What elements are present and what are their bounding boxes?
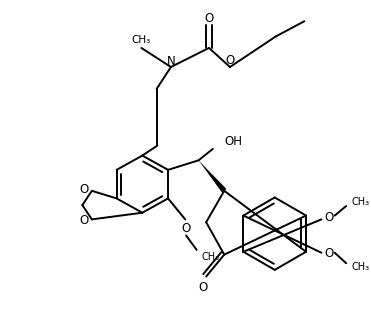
Text: O: O [181,222,191,235]
Text: O: O [80,214,89,227]
Text: O: O [324,211,334,224]
Text: O: O [198,282,208,295]
Text: CH₃: CH₃ [352,262,370,272]
Text: N: N [167,55,175,68]
Text: O: O [80,183,89,196]
Text: CH₃: CH₃ [201,253,220,263]
Text: CH₃: CH₃ [132,35,151,45]
Text: CH₃: CH₃ [352,197,370,207]
Text: O: O [204,12,214,25]
Text: O: O [324,247,334,260]
Text: OH: OH [225,135,243,148]
Text: O: O [225,54,234,67]
Polygon shape [198,160,226,193]
